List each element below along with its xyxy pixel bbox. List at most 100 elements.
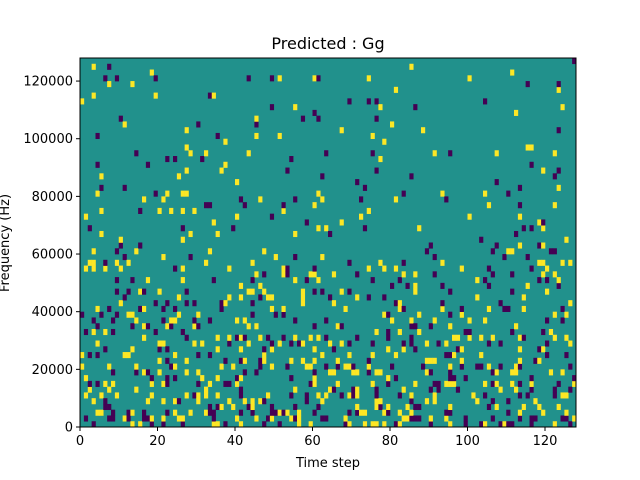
heatmap-cell <box>122 121 127 128</box>
heatmap-cell <box>122 415 127 422</box>
heatmap-cell <box>479 421 484 428</box>
heatmap-cell <box>421 127 426 134</box>
heatmap-cell <box>560 415 565 422</box>
heatmap-cell <box>180 328 185 336</box>
heatmap-cell <box>428 357 433 364</box>
heatmap-cell <box>246 403 251 411</box>
heatmap-cell <box>463 375 468 382</box>
heatmap-cell <box>560 305 565 312</box>
heatmap-cell <box>564 409 569 416</box>
heatmap-cell <box>169 323 174 330</box>
heatmap-cell <box>281 207 286 214</box>
heatmap-cell <box>289 415 294 422</box>
heatmap-cell <box>533 415 538 422</box>
heatmap-cell <box>424 398 430 405</box>
heatmap-cell <box>537 403 542 411</box>
heatmap-cell <box>312 357 317 364</box>
heatmap-cell <box>331 271 337 278</box>
heatmap-cell <box>564 392 569 399</box>
heatmap-cell <box>521 305 526 312</box>
heatmap-cell <box>130 277 135 284</box>
heatmap-cell <box>514 230 519 238</box>
heatmap-cell <box>184 334 189 341</box>
heatmap-cell <box>409 415 414 422</box>
heatmap-cell <box>347 409 352 416</box>
heatmap-cell <box>452 380 457 387</box>
heatmap-cell <box>238 196 244 203</box>
heatmap-cell <box>331 300 337 307</box>
heatmap-cell <box>242 369 247 376</box>
heatmap-cell <box>196 392 201 399</box>
heatmap-cell <box>374 386 379 393</box>
heatmap-cell <box>560 369 565 376</box>
heatmap-cell <box>207 202 213 209</box>
heatmap-cell <box>300 340 306 347</box>
heatmap-cell <box>432 398 437 405</box>
heatmap-cell <box>262 288 267 295</box>
heatmap-cell <box>211 409 216 416</box>
heatmap-cell <box>541 259 546 266</box>
heatmap-cell <box>223 300 228 307</box>
heatmap-cell <box>331 369 337 376</box>
heatmap-cell <box>506 421 511 428</box>
heatmap-cell <box>510 421 515 428</box>
heatmap-cell <box>486 403 492 411</box>
heatmap-cell <box>545 288 550 295</box>
heatmap-cell <box>502 421 507 428</box>
heatmap-cell <box>529 386 534 393</box>
heatmap-cell <box>328 230 333 238</box>
heatmap-cell <box>250 277 255 284</box>
heatmap-cell <box>254 369 259 376</box>
heatmap-cell <box>184 392 189 399</box>
heatmap-cell <box>176 398 182 405</box>
heatmap-cell <box>250 288 255 295</box>
heatmap-cell <box>556 184 561 191</box>
heatmap-cell <box>130 409 135 416</box>
heatmap-cell <box>312 346 317 353</box>
heatmap-cell <box>397 300 402 307</box>
heatmap-cell <box>246 75 251 82</box>
heatmap-cell <box>347 259 352 266</box>
heatmap-cell <box>444 352 449 359</box>
heatmap-cell <box>560 259 565 266</box>
y-tick-label: 0 <box>65 421 73 436</box>
heatmap-cell <box>552 392 557 399</box>
heatmap-cell <box>324 225 329 232</box>
heatmap-cell <box>142 415 147 422</box>
heatmap-cell <box>556 403 561 411</box>
heatmap-cell <box>258 398 263 405</box>
heatmap-cell <box>161 380 166 387</box>
heatmap-cell <box>479 236 484 243</box>
heatmap-cell <box>343 305 348 312</box>
heatmap-cell <box>517 392 523 399</box>
heatmap-cell <box>293 403 298 411</box>
heatmap-cell <box>417 225 422 232</box>
heatmap-cell <box>107 386 112 393</box>
heatmap-cell <box>393 86 399 93</box>
heatmap-cell <box>347 421 352 428</box>
heatmap-cell <box>331 386 337 393</box>
heatmap-cell <box>269 294 275 301</box>
heatmap-cell <box>324 334 329 341</box>
heatmap-cell <box>444 340 449 347</box>
heatmap-cell <box>486 282 492 289</box>
heatmap-cell <box>173 409 178 416</box>
heatmap-cell <box>184 300 189 307</box>
heatmap-cell <box>428 415 433 422</box>
heatmap-cell <box>273 254 278 261</box>
heatmap-cell <box>486 340 492 347</box>
heatmap-cell <box>293 230 298 238</box>
heatmap-cell <box>475 398 480 405</box>
heatmap-cell <box>165 380 170 387</box>
heatmap-cell <box>107 305 112 312</box>
heatmap-cell <box>397 277 402 284</box>
heatmap-cell <box>529 421 534 428</box>
heatmap-cell <box>111 369 116 376</box>
heatmap-cell <box>83 328 89 336</box>
heatmap-cell <box>91 92 96 99</box>
heatmap-cell <box>397 421 402 428</box>
heatmap-cell <box>238 392 244 399</box>
heatmap-cell <box>153 300 158 307</box>
heatmap-cell <box>258 196 263 203</box>
heatmap-cell <box>161 340 166 347</box>
